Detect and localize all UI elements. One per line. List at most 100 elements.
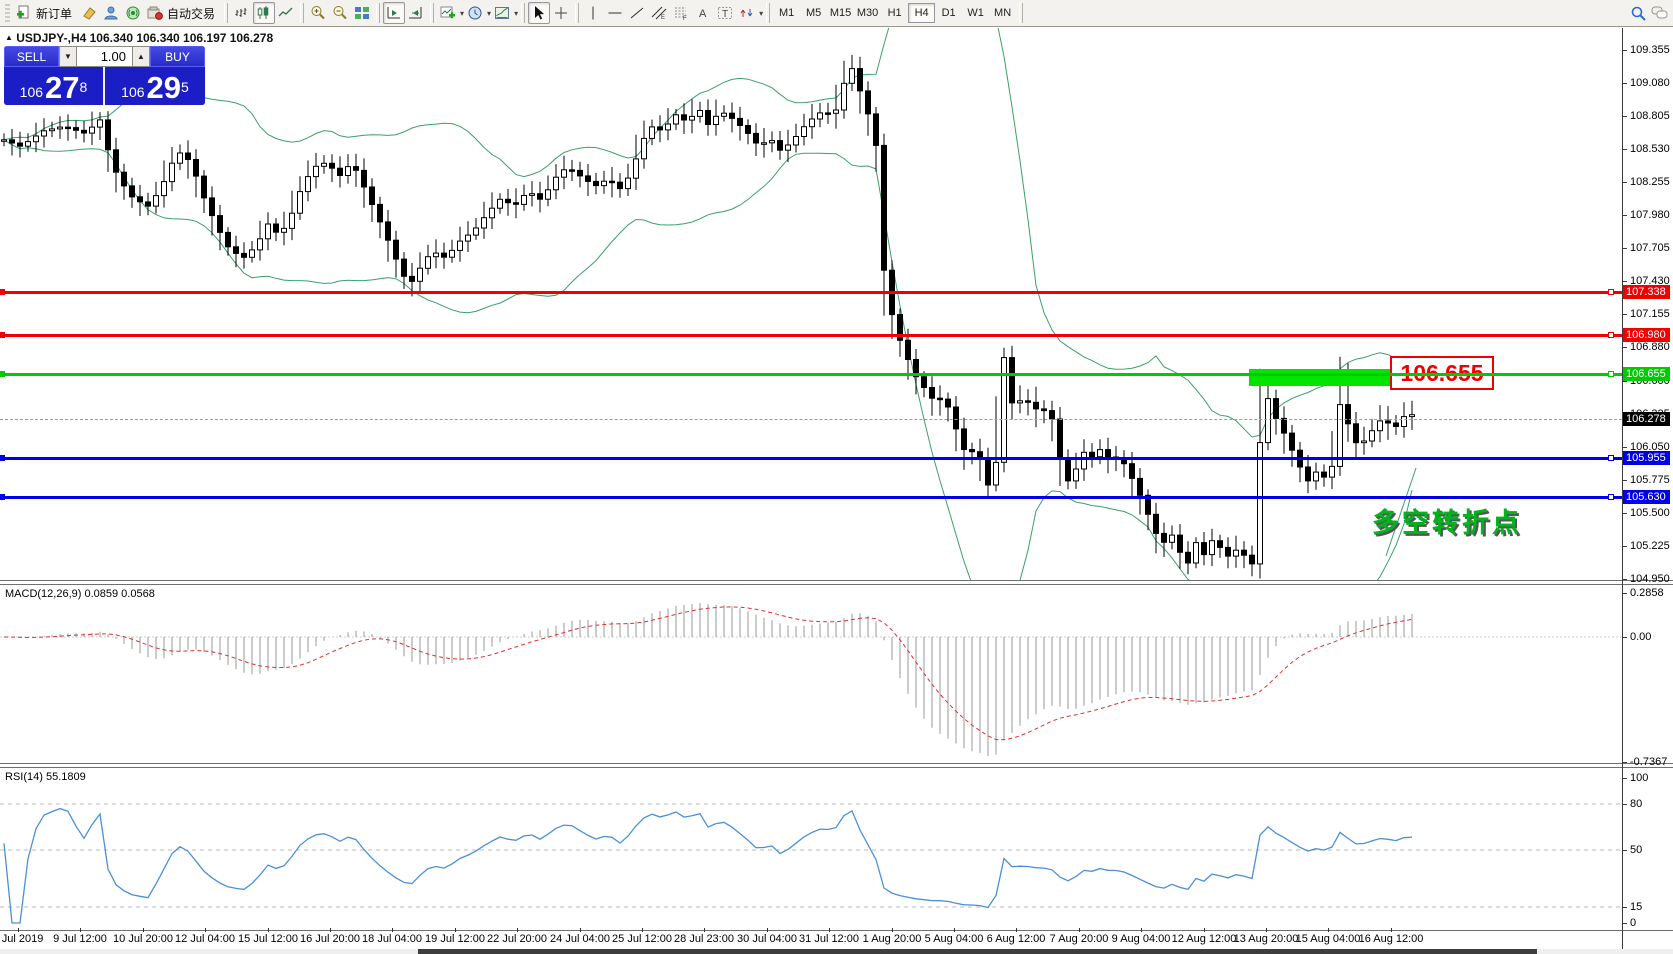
timeframe-m5[interactable]: M5 xyxy=(805,7,822,19)
buy-price[interactable]: 106 29 5 xyxy=(105,67,205,105)
axis-tick-label: 107.705 xyxy=(1630,242,1670,254)
signal-icon[interactable] xyxy=(122,2,144,24)
line-start-marker xyxy=(0,289,5,295)
time-axis-tick xyxy=(1204,928,1205,932)
time-axis-tick xyxy=(205,928,206,932)
search-icon[interactable] xyxy=(1627,2,1649,24)
timeframe-d1[interactable]: D1 xyxy=(941,7,956,19)
periods-dropdown-arrow[interactable]: ▾ xyxy=(487,8,492,18)
timeframe-m1[interactable]: M1 xyxy=(778,7,795,19)
chart-shift-icon[interactable] xyxy=(383,2,406,24)
chart-surface[interactable] xyxy=(0,28,1622,948)
line-start-marker xyxy=(0,371,5,377)
time-axis-label: 19 Jul 12:00 xyxy=(425,933,485,945)
eraser-icon[interactable] xyxy=(78,2,100,24)
arrows-icon[interactable] xyxy=(736,2,758,24)
axis-tick xyxy=(1622,381,1627,382)
price-level-line xyxy=(0,457,1622,460)
zoom-in-icon[interactable] xyxy=(307,2,329,24)
channel-icon[interactable]: E xyxy=(648,2,670,24)
time-axis-tick xyxy=(330,928,331,932)
axis-tick xyxy=(1622,182,1627,183)
axis-tick xyxy=(1622,248,1627,249)
tile-windows-icon[interactable] xyxy=(351,2,373,24)
sell-price-pip: 8 xyxy=(79,79,88,95)
time-axis-tick xyxy=(455,928,456,932)
toolbar-separator xyxy=(224,3,229,23)
price-level-badge: 105.955 xyxy=(1623,451,1670,465)
timeframe-m30[interactable]: M30 xyxy=(856,7,879,19)
sell-button[interactable]: SELL xyxy=(4,46,59,67)
timeframe-h1[interactable]: H1 xyxy=(887,7,902,19)
volume-decrease-button[interactable]: ▼ xyxy=(59,46,77,67)
volume-input[interactable] xyxy=(77,46,132,67)
timeframe-h4[interactable]: H4 xyxy=(908,3,936,23)
timeframe-mn[interactable]: MN xyxy=(994,7,1012,19)
horizontal-line-icon[interactable] xyxy=(604,2,626,24)
text-icon[interactable]: A xyxy=(692,2,714,24)
vertical-line-icon[interactable] xyxy=(582,2,604,24)
axis-tick xyxy=(1622,593,1627,594)
cursor-icon[interactable] xyxy=(528,2,551,24)
svg-text:A: A xyxy=(699,8,707,20)
templates-dropdown-arrow[interactable]: ▾ xyxy=(514,8,519,18)
axis-tick xyxy=(1622,546,1627,547)
volume-increase-button[interactable]: ▲ xyxy=(132,46,150,67)
sell-price[interactable]: 106 27 8 xyxy=(4,67,103,105)
candlestick-chart-icon[interactable] xyxy=(253,2,276,24)
price-level-badge: 106.980 xyxy=(1623,328,1670,342)
crosshair-icon[interactable] xyxy=(550,2,572,24)
macd-pane-separator[interactable] xyxy=(0,580,1673,585)
periods-clock-icon[interactable] xyxy=(464,2,486,24)
timeframe-w1[interactable]: W1 xyxy=(967,7,984,19)
arrows-dropdown-arrow[interactable]: ▾ xyxy=(759,8,764,18)
indicators-dropdown-arrow[interactable]: ▾ xyxy=(460,8,465,18)
symbol-ohlc-text: USDJPY-,H4 106.340 106.340 106.197 106.2… xyxy=(16,31,274,45)
time-axis-tick xyxy=(18,928,19,932)
templates-icon[interactable] xyxy=(491,2,513,24)
fibonacci-icon[interactable]: F xyxy=(670,2,692,24)
new-order-label[interactable]: 新订单 xyxy=(36,6,73,21)
axis-tick xyxy=(1622,778,1627,779)
buy-button[interactable]: BUY xyxy=(150,46,205,67)
buy-price-handle: 106 xyxy=(121,84,145,100)
bottom-border xyxy=(0,930,1673,931)
toolbar-separator xyxy=(376,3,381,23)
buy-price-pip: 5 xyxy=(181,79,189,95)
time-axis-label: 30 Jul 04:00 xyxy=(737,933,797,945)
price-level-line xyxy=(0,373,1622,376)
svg-text:F: F xyxy=(683,16,687,21)
candlestick-pane[interactable] xyxy=(0,28,1622,581)
time-axis-label: 12 Jul 04:00 xyxy=(175,933,235,945)
horizontal-scrollbar-thumb[interactable] xyxy=(418,949,1537,954)
auto-trading-icon[interactable] xyxy=(144,2,166,24)
time-axis-label: 18 Jul 04:00 xyxy=(362,933,422,945)
macd-pane[interactable] xyxy=(0,585,1622,763)
trendline-icon[interactable] xyxy=(626,2,648,24)
text-label-icon[interactable]: T xyxy=(714,2,736,24)
time-axis-tick xyxy=(80,928,81,932)
new-order-icon[interactable] xyxy=(13,2,35,24)
indicators-icon[interactable] xyxy=(437,2,459,24)
time-axis-label: 8 Jul 2019 xyxy=(0,933,44,945)
timeframe-m15[interactable]: M15 xyxy=(829,7,852,19)
buy-price-big: 29 xyxy=(146,70,182,105)
time-axis-label: 6 Aug 12:00 xyxy=(986,933,1046,945)
collapse-triangle-icon[interactable]: ▲ xyxy=(5,33,13,42)
axis-tick xyxy=(1622,804,1627,805)
profile-icon[interactable] xyxy=(100,2,122,24)
axis-tick-label: 0.2858 xyxy=(1630,587,1664,599)
auto-scroll-icon[interactable] xyxy=(405,2,427,24)
rsi-pane-separator[interactable] xyxy=(0,763,1673,768)
time-axis-tick xyxy=(1328,928,1329,932)
axis-tick xyxy=(1622,923,1627,924)
time-axis-label: 12 Aug 12:00 xyxy=(1171,933,1237,945)
auto-trading-label[interactable]: 自动交易 xyxy=(167,6,216,21)
zoom-out-icon[interactable] xyxy=(329,2,351,24)
chat-icon[interactable] xyxy=(1649,2,1671,24)
time-axis-tick xyxy=(143,928,144,932)
bar-chart-icon[interactable] xyxy=(231,2,253,24)
rsi-pane[interactable] xyxy=(0,768,1622,930)
line-chart-icon[interactable] xyxy=(275,2,297,24)
axis-tick xyxy=(1622,314,1627,315)
